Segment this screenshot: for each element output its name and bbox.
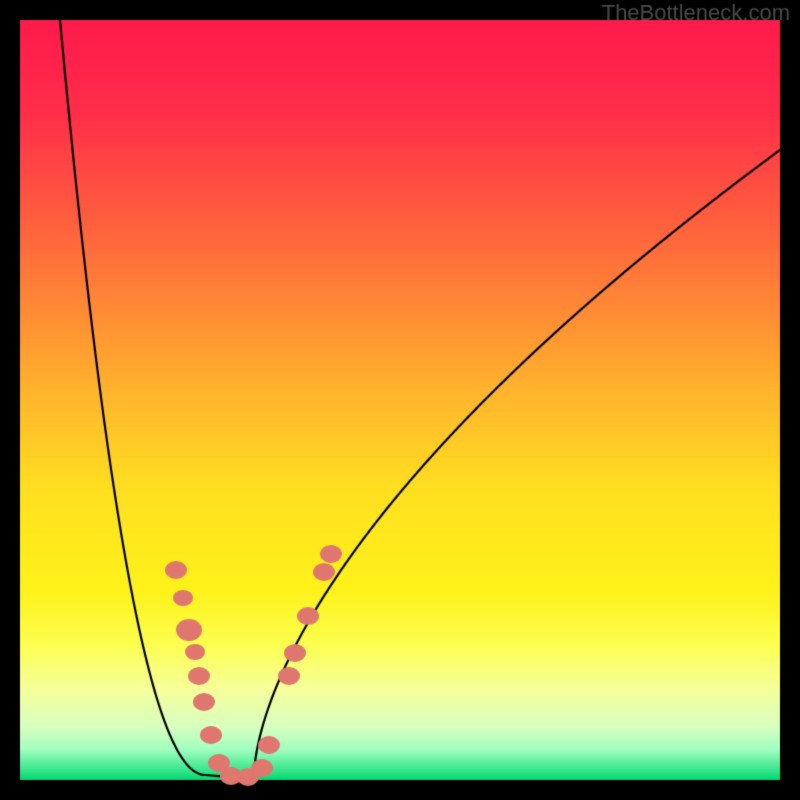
bottleneck-chart — [0, 0, 800, 800]
